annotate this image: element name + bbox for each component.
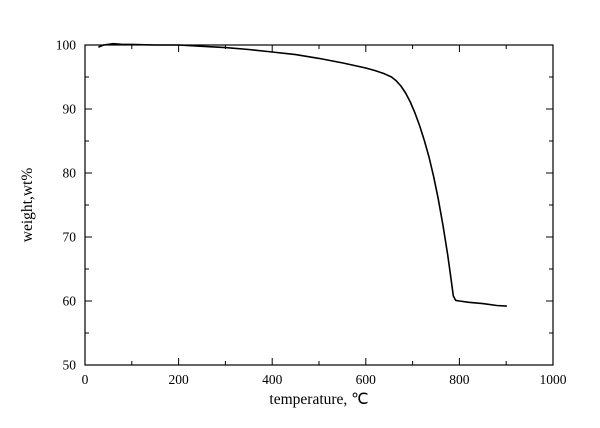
x-tick-label: 600 [356, 372, 377, 387]
x-tick-label: 200 [168, 372, 189, 387]
x-axis-label: temperature, ℃ [269, 391, 369, 408]
y-tick-label: 90 [63, 102, 77, 117]
x-tick-label: 800 [449, 372, 470, 387]
y-tick-label: 100 [56, 38, 77, 53]
x-tick-label: 1000 [540, 372, 567, 387]
x-tick-label: 400 [262, 372, 283, 387]
y-axis-label: weight,wt% [19, 167, 36, 243]
major-ticks [84, 44, 554, 366]
data-line [98, 42, 508, 307]
minor-ticks [85, 45, 553, 365]
plot-frame [84, 44, 554, 366]
y-tick-label: 50 [63, 358, 77, 373]
x-tick-labels: 0 200 400 600 800 1000 [82, 372, 567, 387]
y-tick-labels: 50 60 70 80 90 100 [56, 38, 77, 373]
y-tick-label: 60 [63, 294, 77, 309]
y-tick-label: 80 [63, 166, 77, 181]
x-tick-label: 0 [82, 372, 89, 387]
y-tick-label: 70 [63, 230, 77, 245]
